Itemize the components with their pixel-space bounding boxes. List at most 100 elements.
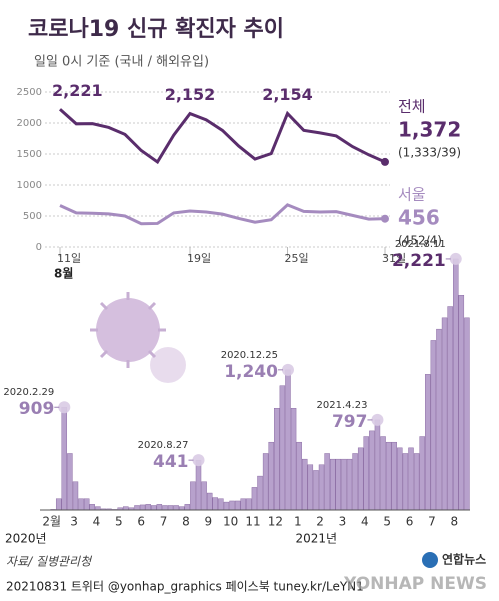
series-detail: (1,333/39) [398,146,461,160]
bar [251,487,258,511]
bar [402,453,409,511]
bar [201,481,207,511]
bar [341,458,347,511]
y-tick-label: 2500 [17,87,42,98]
footer: 20210831 트위터 @yonhap_graphics 페이스북 tuney… [6,580,364,594]
month-label: 4 [361,515,369,529]
value-label: 2,221 [52,81,103,100]
bar [262,453,269,511]
month-label: 2월 [42,515,61,529]
y-tick-label: 500 [23,211,42,222]
bar [179,506,185,511]
bar [436,328,442,511]
x-tick-label: 19일 [187,251,211,265]
bar [190,481,196,511]
logo-english: YONHAP NEWS [343,574,487,594]
bar [61,407,68,511]
virus-illustration [90,292,186,383]
x-tick-label: 25일 [285,251,309,265]
bar [290,408,297,511]
x-tick-label: 11일 [57,251,81,265]
bar [413,453,420,511]
bar [173,505,179,511]
bar [218,498,224,511]
footer-band [0,568,499,601]
month-label: 11 [245,515,260,529]
bar [156,504,163,511]
end-value-label: 456 [398,206,440,230]
month-label: 7 [428,515,436,529]
annotation-dot [281,363,294,376]
annotation-dot [192,454,205,467]
series-line [59,108,386,165]
bar [329,458,336,511]
series-name: 서울 [398,186,426,204]
bar [430,340,437,511]
annotation-value: 441 [153,452,189,472]
month-label: 6 [137,515,145,529]
bar [206,492,213,511]
bar [257,475,263,511]
bar [397,447,403,511]
annotation-value: 909 [19,399,55,419]
value-label: 2,152 [165,85,216,104]
x-axis-note: 8월 [54,266,73,281]
bar [123,506,129,511]
bar [307,464,314,511]
annotation-value: 2,221 [392,251,446,271]
bar [234,500,241,511]
month-label: 3 [339,515,347,529]
month-label: 1 [294,515,302,529]
title: 코로나19 신규 확진자 추이 [28,17,284,42]
bar [268,441,274,511]
month-label: 5 [383,515,391,529]
virus-small [150,347,186,383]
bar [184,504,191,511]
bar [391,441,397,511]
month-label: 5 [115,515,123,529]
bar [408,447,414,511]
annotation-value: 1,240 [224,362,278,382]
bar [363,436,369,511]
end-point [381,214,389,223]
bar [296,441,302,511]
logo-korean: 연합뉴스 [442,552,486,567]
logo-mark [422,552,438,568]
bar [240,498,246,511]
bar [151,505,157,511]
bar [145,504,151,511]
bar [83,498,90,511]
month-label: 3 [70,515,78,529]
bar [419,436,425,511]
year-label: 2020년 [5,532,47,546]
month-label: 8 [182,515,190,529]
month-label: 4 [93,515,101,529]
bar [441,317,448,511]
series-line [59,203,386,226]
bar [95,506,101,511]
bar [425,374,431,511]
annotation-value: 797 [332,412,368,432]
year-label: 2021년 [296,532,338,546]
bar [134,505,140,511]
bar [464,317,470,511]
annotation-dot [58,401,71,414]
bar [212,497,218,511]
bar [324,453,330,511]
bar [346,458,353,511]
bar [302,458,308,511]
virus-spikes [90,292,166,368]
bar [229,500,235,511]
bar [78,498,84,511]
bar [447,306,453,511]
bar [369,430,375,511]
bar [167,505,174,511]
bar [352,453,358,511]
bar [279,385,286,511]
bar [162,505,168,511]
bar [72,481,79,511]
bar [55,498,62,511]
end-point [381,157,389,166]
y-tick-label: 1500 [17,149,42,160]
month-label: 7 [160,515,168,529]
